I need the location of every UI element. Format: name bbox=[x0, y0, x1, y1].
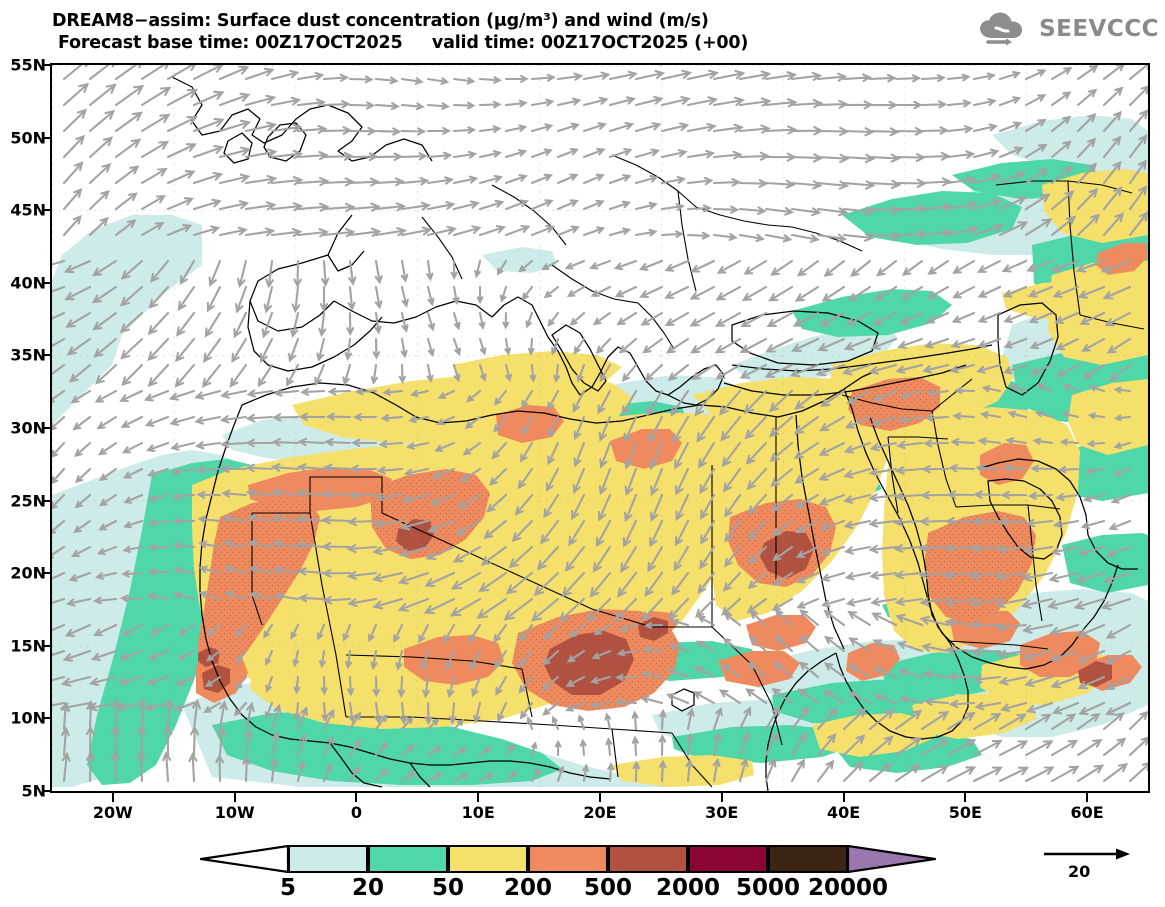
x-axis-label: 10W bbox=[214, 803, 255, 822]
colorbar-tick-label: 200 bbox=[503, 875, 553, 901]
y-axis-tick bbox=[42, 354, 51, 357]
x-axis-label: 60E bbox=[1070, 803, 1104, 822]
x-axis-tick bbox=[233, 793, 236, 802]
y-axis-label: 5N bbox=[21, 781, 46, 801]
colorbar-tick-label: 20 bbox=[351, 875, 385, 901]
wind-reference-label: 20 bbox=[1068, 862, 1091, 881]
x-axis-label: 50E bbox=[948, 803, 982, 822]
colorbar-tick-label: 5000 bbox=[735, 875, 801, 901]
x-axis-label: 20W bbox=[92, 803, 133, 822]
colorbar-tick-label: 5 bbox=[279, 875, 297, 901]
colorbar-segment[interactable] bbox=[288, 845, 368, 873]
x-axis-label: 40E bbox=[826, 803, 861, 822]
y-axis-tick bbox=[42, 136, 51, 139]
colorbar-segment[interactable] bbox=[768, 845, 848, 873]
y-axis-label: 25N bbox=[10, 491, 46, 511]
y-axis-label: 10N bbox=[10, 708, 46, 728]
colorbar-min-cap bbox=[200, 845, 288, 873]
colorbar-max-cap bbox=[848, 845, 936, 873]
wind-reference-vector: 20 bbox=[1042, 846, 1138, 881]
title-line-2: Forecast base time: 00Z17OCT2025 valid t… bbox=[58, 33, 749, 53]
y-axis-label: 20N bbox=[10, 563, 46, 583]
y-axis-label: 35N bbox=[10, 345, 46, 365]
x-axis-tick bbox=[964, 793, 967, 802]
x-axis-tick bbox=[477, 793, 480, 802]
cloud-shape bbox=[980, 12, 1023, 38]
colorbar[interactable]: 5 20 50 200 500 2000 5000 20000 bbox=[200, 845, 936, 901]
cloud-notch bbox=[994, 26, 1010, 33]
y-axis-tick bbox=[42, 572, 51, 575]
colorbar-segment[interactable] bbox=[528, 845, 608, 873]
x-axis-label: 10E bbox=[461, 803, 495, 822]
map-plot-area[interactable] bbox=[50, 63, 1150, 793]
x-axis-tick bbox=[842, 793, 845, 802]
x-axis-tick bbox=[720, 793, 723, 802]
colorbar-segment[interactable] bbox=[688, 845, 768, 873]
x-axis-label: 30E bbox=[705, 803, 739, 822]
y-axis-tick bbox=[42, 427, 51, 429]
x-axis-label: 0 bbox=[350, 803, 363, 822]
colorbar-tick-label: 50 bbox=[431, 875, 465, 901]
x-axis-tick bbox=[355, 793, 358, 802]
x-axis-tick bbox=[599, 793, 601, 802]
x-axis-tick bbox=[1086, 793, 1089, 802]
colorbar-segment[interactable] bbox=[448, 845, 528, 873]
y-axis-tick bbox=[42, 790, 51, 792]
logo-text: SEEVCCC bbox=[1039, 16, 1159, 42]
seevccc-logo: SEEVCCC bbox=[978, 12, 1159, 46]
wind-vectors bbox=[52, 65, 1148, 783]
dust-concentration-map bbox=[52, 65, 1148, 791]
colorbar-segment[interactable] bbox=[608, 845, 688, 873]
y-axis-label: 40N bbox=[10, 273, 46, 293]
colorbar-segment[interactable] bbox=[368, 845, 448, 873]
figure-title: DREAM8−assim: Surface dust concentration… bbox=[52, 10, 922, 54]
x-axis-label: 20E bbox=[583, 803, 617, 822]
y-axis-tick bbox=[42, 644, 51, 647]
colorbar-tick-label: 500 bbox=[583, 875, 633, 901]
y-axis-tick bbox=[42, 499, 51, 502]
y-axis-tick bbox=[42, 64, 51, 66]
y-axis-label: 50N bbox=[10, 128, 46, 148]
y-axis-tick bbox=[42, 717, 51, 720]
wind-arrow-head bbox=[1006, 38, 1013, 46]
y-axis-tick bbox=[42, 209, 51, 212]
title-line-1: DREAM8−assim: Surface dust concentration… bbox=[52, 11, 709, 31]
wind-ref-arrow-icon bbox=[1044, 848, 1130, 860]
y-axis-label: 15N bbox=[10, 636, 46, 656]
colorbar-tick-label: 20000 bbox=[807, 875, 889, 901]
y-axis-label: 55N bbox=[10, 55, 46, 75]
map-gridlines bbox=[52, 65, 1148, 791]
colorbar-tick-label: 2000 bbox=[655, 875, 721, 901]
x-axis-tick bbox=[111, 793, 114, 802]
y-axis-label: 30N bbox=[10, 418, 46, 438]
cloud-wind-icon bbox=[980, 12, 1023, 46]
y-axis-tick bbox=[42, 281, 51, 284]
y-axis-label: 45N bbox=[10, 200, 46, 220]
